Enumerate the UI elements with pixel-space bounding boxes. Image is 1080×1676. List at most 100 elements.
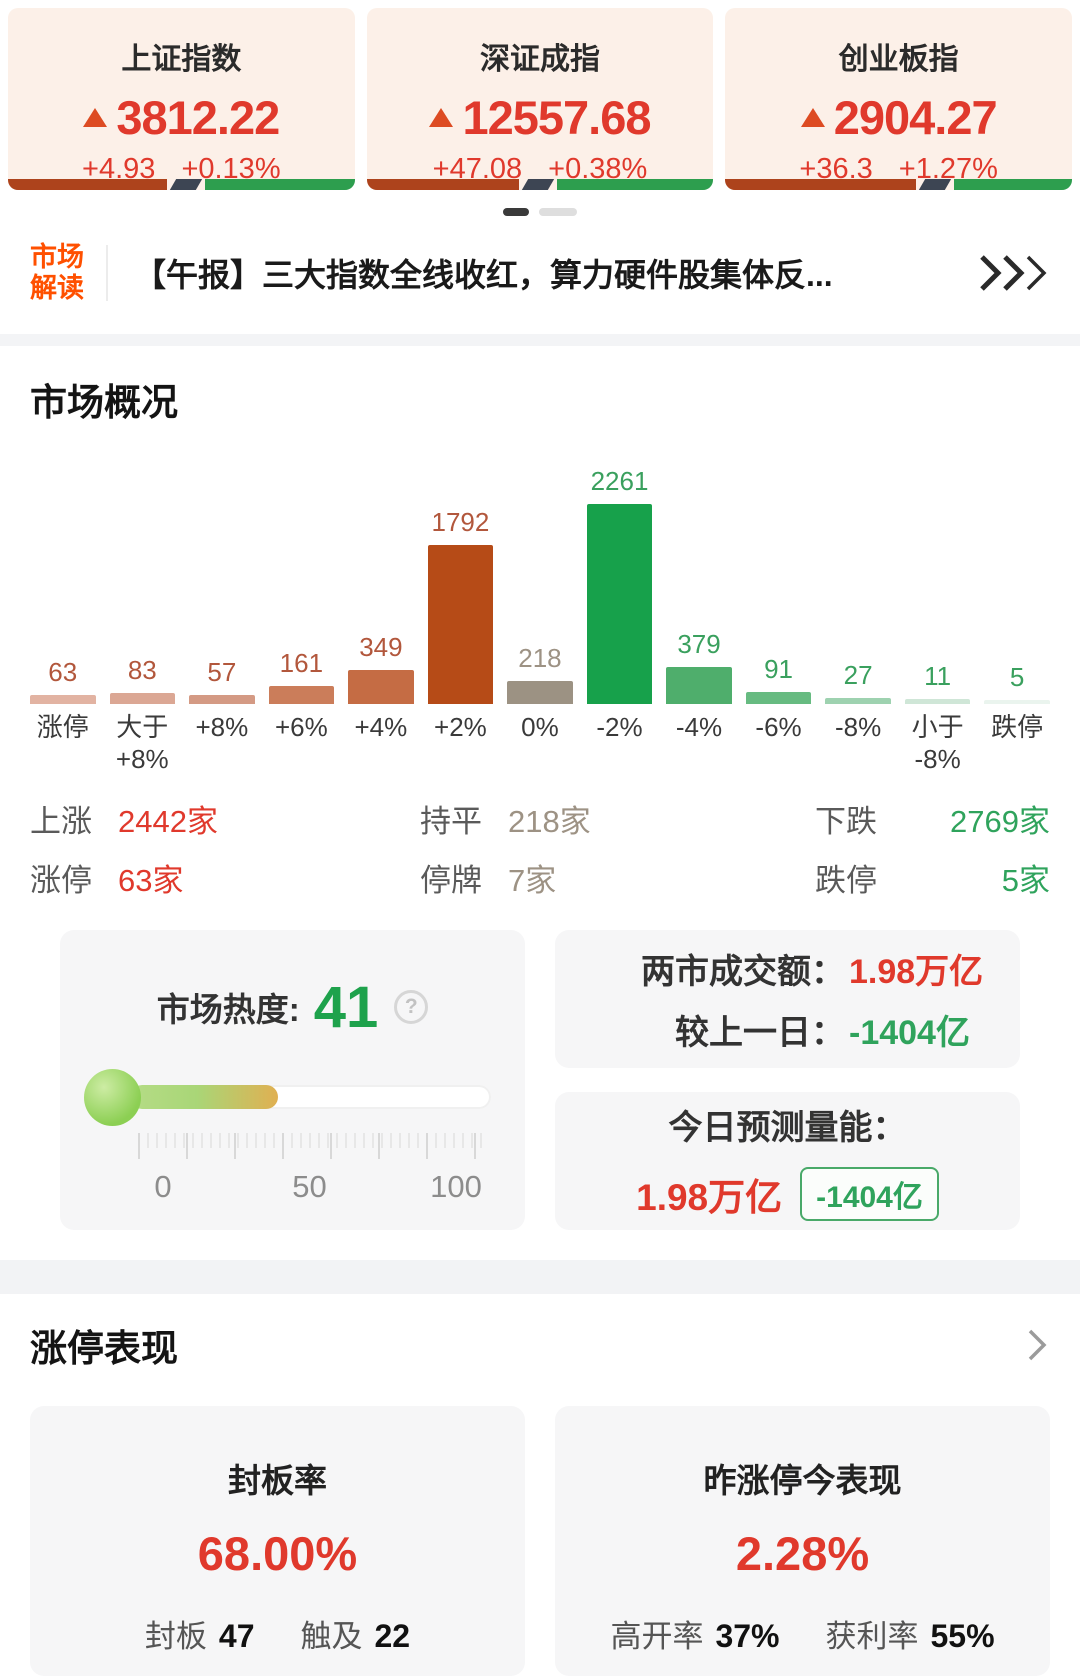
chart-bar-column: 83: [109, 655, 176, 705]
chevron-right-icon[interactable]: [1024, 1325, 1050, 1365]
bar-value-label: 1792: [431, 507, 490, 538]
limitup-card: 昨涨停今表现 2.28% 高开率 37% 获利率 55%: [555, 1405, 1050, 1676]
chart-bar: [825, 698, 891, 705]
chart-bar-column: 27: [825, 660, 891, 705]
up-triangle-icon: [429, 108, 454, 127]
advance-decline-strip: [8, 179, 355, 190]
bar-value-label: 11: [924, 661, 952, 692]
chart-bar-column: 63: [30, 657, 96, 705]
limitup-metric-value: 22: [374, 1617, 411, 1654]
vs-prev-day-value: -1404亿: [849, 1013, 970, 1052]
stat-value: 5家: [1001, 862, 1050, 898]
stat-label: 持平: [420, 803, 482, 839]
more-news-button[interactable]: [978, 251, 1050, 295]
x-axis-label: 小于 -8%: [911, 712, 964, 774]
forecast-change-badge: -1404亿: [800, 1167, 939, 1222]
news-ticker[interactable]: 市场 解读 【午报】三大指数全线收红，算力硬件股集体反...: [0, 216, 1080, 334]
stat-item: 涨停 63家: [30, 855, 420, 900]
stat-item: 停牌 7家: [420, 855, 815, 900]
index-price: 2904.27: [833, 91, 998, 144]
index-name: 深证成指: [480, 43, 600, 76]
chart-bar: [904, 699, 971, 705]
heat-thermometer: [84, 1068, 495, 1127]
stat-label: 下跌: [815, 803, 877, 839]
chart-bar: [109, 693, 176, 705]
forecast-value-row: 1.98万亿 -1404亿: [555, 1167, 1020, 1222]
chart-bar-column: 2261: [586, 466, 653, 705]
thermometer-scale: 0 50 100: [118, 1169, 501, 1205]
x-axis-label: +4%: [354, 712, 408, 743]
chart-bar: [745, 692, 812, 705]
chart-bar-column: 161: [268, 648, 335, 705]
limitup-card-title: 封板率: [228, 1461, 327, 1499]
chart-bar-column: 11: [904, 661, 971, 705]
section-title: 市场概况: [30, 382, 178, 424]
market-overview-section: 市场概况 63 83 57 161 349 1792 218 2261 379 91 27 11 5 涨…: [0, 372, 1080, 1230]
market-stats-grid: 上涨 2442家 持平 218家 下跌 2769家 涨停 63家 停牌 7家 跌停 5家: [30, 796, 1050, 900]
vs-prev-day-label: 较上一日：: [675, 1013, 845, 1052]
x-axis-label: +6%: [274, 712, 328, 743]
limitup-metrics-row: 封板 47 触及 22: [30, 1611, 525, 1656]
limitup-section: 涨停表现 封板率 68.00% 封板 47 触及 22 昨涨停今表现 2.28% 高开率 37% 获…: [0, 1318, 1080, 1676]
help-icon[interactable]: ?: [394, 990, 429, 1025]
bar-value-label: 57: [207, 657, 237, 688]
forecast-label: 今日预测量能：: [668, 1109, 907, 1148]
heat-label: 市场热度:: [156, 991, 300, 1029]
index-card[interactable]: 创业板指 2904.27 +36.3 +1.27%: [725, 8, 1073, 190]
carousel-dot[interactable]: [539, 208, 577, 216]
scale-label-100: 100: [430, 1168, 482, 1204]
ticker-divider: [106, 245, 108, 302]
strip-down-segment: [557, 179, 714, 190]
chart-bar-column: 1792: [427, 507, 494, 705]
limitup-metric: 获利率 55%: [825, 1617, 995, 1654]
chart-bar: [586, 504, 653, 705]
x-axis-label: +8%: [195, 712, 249, 743]
index-card[interactable]: 上证指数 3812.22 +4.93 +0.13%: [8, 8, 355, 190]
x-axis-label: +2%: [434, 712, 487, 743]
carousel-dots: [0, 208, 1080, 216]
market-heat-card: 市场热度: 41 ? 0 50 100: [60, 929, 525, 1230]
x-axis-label: 涨停: [36, 712, 89, 743]
bar-value-label: 161: [279, 648, 324, 679]
limitup-header[interactable]: 涨停表现: [30, 1318, 1050, 1372]
bar-value-label: 91: [764, 654, 793, 685]
turnover-rows: 两市成交额： 1.98万亿 较上一日： -1404亿: [555, 944, 1020, 1054]
index-name: 上证指数: [121, 43, 242, 76]
limitup-cards-row: 封板率 68.00% 封板 47 触及 22 昨涨停今表现 2.28% 高开率 37% 获利率 55%: [30, 1405, 1050, 1676]
chart-bar: [666, 667, 732, 705]
forecast-value: 1.98万亿: [636, 1177, 783, 1219]
x-axis-label: -6%: [755, 712, 802, 743]
stat-value: 218家: [508, 803, 591, 839]
index-card[interactable]: 深证成指 12557.68 +47.08 +0.38%: [366, 8, 714, 190]
limitup-metric-value: 47: [218, 1617, 255, 1654]
distribution-bar-chart: 63 83 57 161 349 1792 218 2261 379 91 27 11 5: [30, 440, 1050, 705]
forecast-volume-card: 今日预测量能： 1.98万亿 -1404亿: [555, 1091, 1020, 1230]
index-cards-row: 上证指数 3812.22 +4.93 +0.13% 深证成指 12557.68 +47.08…: [0, 0, 1080, 190]
limitup-metric: 封板 47: [144, 1617, 255, 1654]
index-price-row: 12557.68: [367, 90, 714, 145]
limitup-metrics-row: 高开率 37% 获利率 55%: [555, 1611, 1050, 1656]
bar-value-label: 218: [518, 643, 562, 674]
x-axis-label: -8%: [834, 712, 882, 743]
chart-bar-column: 379: [666, 629, 732, 705]
stat-label: 上涨: [30, 803, 92, 839]
thermometer-fill: [130, 1084, 278, 1109]
turnover-label: 两市成交额：: [641, 952, 845, 991]
turnover-value: 1.98万亿: [849, 952, 984, 991]
index-price: 12557.68: [462, 91, 651, 144]
turnover-card: 两市成交额： 1.98万亿 较上一日： -1404亿: [555, 929, 1020, 1068]
index-price: 3812.22: [116, 91, 280, 144]
chart-bar-column: 349: [348, 632, 414, 705]
index-price-row: 3812.22: [8, 90, 355, 145]
stat-value: 2769家: [950, 803, 1050, 839]
ticker-headline[interactable]: 【午报】三大指数全线收红，算力硬件股集体反...: [134, 257, 833, 294]
bar-value-label: 5: [1009, 662, 1025, 693]
chart-bar: [507, 681, 573, 705]
scale-label-50: 50: [292, 1168, 327, 1204]
strip-down-segment: [954, 179, 1073, 190]
carousel-dot-active[interactable]: [503, 208, 529, 216]
chart-bar: [189, 695, 255, 705]
chart-bar: [268, 686, 335, 705]
triple-chevron-right-icon: [980, 255, 1047, 291]
